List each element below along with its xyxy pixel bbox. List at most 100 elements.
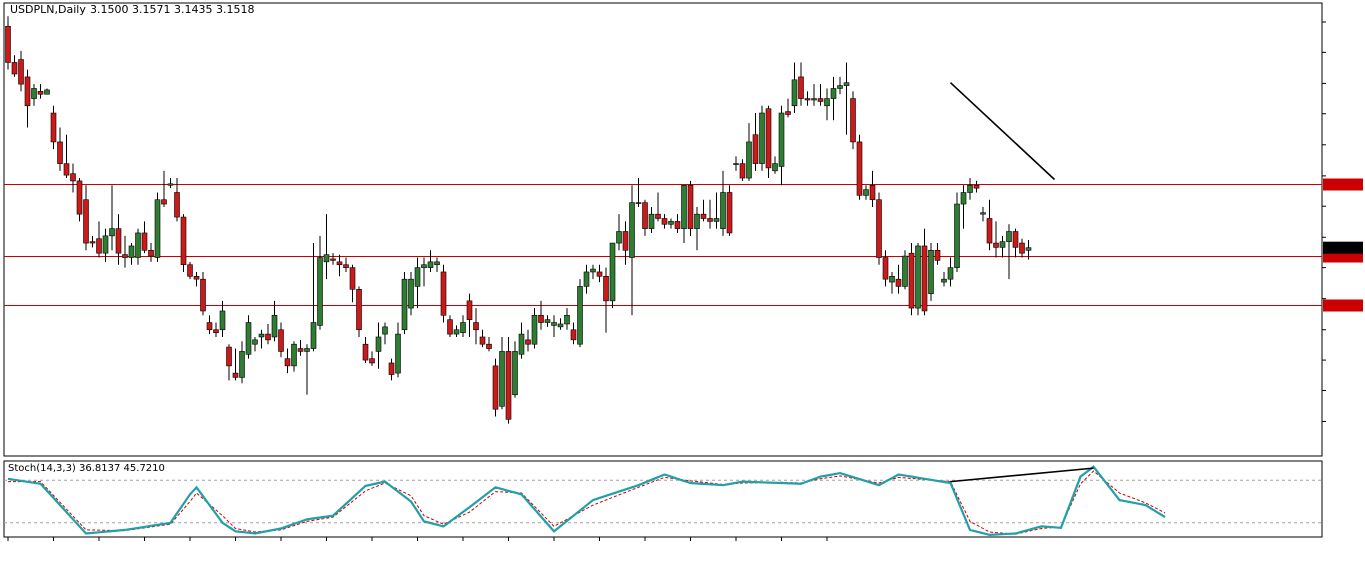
candle-body [200, 278, 206, 312]
candle [752, 113, 759, 171]
candle-body [206, 322, 213, 331]
candle-body [408, 278, 414, 309]
candle-body [265, 333, 271, 341]
candle-body [154, 199, 161, 258]
candle [843, 62, 850, 135]
candle [232, 348, 239, 381]
candle [102, 228, 109, 262]
candle-body [187, 264, 193, 277]
candle-body [421, 264, 427, 268]
stoch-trendline [950, 467, 1094, 483]
candle-body [960, 192, 967, 205]
candle [453, 325, 460, 337]
candle-body [50, 112, 57, 143]
candle-body [44, 89, 50, 95]
candle-body [161, 199, 167, 205]
candle-body [557, 323, 564, 328]
candle-body [11, 62, 18, 75]
candle-body [525, 339, 531, 345]
candle-body [915, 245, 921, 309]
candle [96, 221, 102, 258]
candle [557, 318, 564, 330]
candle-body [213, 329, 219, 333]
candle-body [252, 339, 258, 345]
candle-body [629, 202, 635, 258]
candle-body [869, 184, 876, 201]
candle-body [518, 333, 525, 355]
candle [902, 250, 908, 290]
candle [265, 323, 271, 345]
stochastic-label: Stoch(14,3,3) 36.8137 45.7210 [8, 463, 165, 474]
candle [603, 267, 609, 333]
candle [167, 178, 174, 189]
candle-body [434, 261, 440, 266]
candle-body [538, 315, 544, 323]
candle-body [226, 346, 232, 367]
candle [24, 69, 31, 128]
candle-body [889, 275, 895, 283]
candle [993, 221, 999, 258]
candle-body [460, 322, 466, 333]
candle [622, 221, 629, 265]
candle [187, 261, 193, 280]
candle [804, 91, 811, 106]
candle [109, 185, 115, 251]
candle-body [395, 333, 401, 374]
candle-body [726, 192, 733, 234]
candle-body [609, 242, 616, 302]
candle [460, 315, 466, 337]
candle [681, 184, 687, 244]
candle [564, 308, 570, 330]
candle [1012, 228, 1019, 258]
candle-body [954, 203, 960, 268]
candle [434, 257, 440, 272]
candle-body [564, 315, 570, 325]
candle-body [713, 218, 720, 222]
candle-body [993, 242, 999, 248]
candle [707, 199, 713, 229]
candle [115, 214, 122, 265]
candle-body [798, 76, 804, 99]
candle-body [180, 216, 187, 266]
candle [811, 84, 817, 106]
candle [655, 192, 661, 222]
candle-body [635, 202, 642, 204]
candle-body [622, 231, 629, 251]
candle [161, 170, 167, 207]
candle [590, 264, 596, 280]
candle [629, 185, 635, 316]
level-price-tag [1323, 178, 1363, 191]
candle-body [720, 192, 726, 229]
candle [388, 358, 395, 381]
current-price-tag [1323, 241, 1363, 254]
candle [466, 293, 473, 337]
candle [518, 322, 525, 359]
candle [427, 250, 434, 272]
candle-body [505, 351, 512, 420]
candle [830, 76, 837, 121]
candle [986, 199, 993, 251]
candle-body [369, 358, 375, 364]
candle-body [746, 141, 752, 179]
candle [336, 254, 343, 277]
candle-body [616, 231, 622, 244]
candle [746, 123, 752, 181]
candle-body [323, 254, 330, 263]
candle [89, 235, 96, 248]
candle [44, 88, 50, 95]
candle [687, 180, 694, 236]
candle-body [603, 275, 609, 302]
candle [934, 243, 941, 265]
candle-body [317, 257, 323, 326]
candle [889, 271, 895, 294]
candle-body [57, 141, 63, 164]
candle-body [310, 322, 317, 349]
candle [928, 243, 934, 301]
candle-body [115, 228, 122, 254]
candle-body [856, 141, 863, 196]
candle-body [174, 192, 180, 218]
candle [544, 315, 551, 327]
candle [726, 185, 733, 236]
candle [798, 62, 804, 106]
